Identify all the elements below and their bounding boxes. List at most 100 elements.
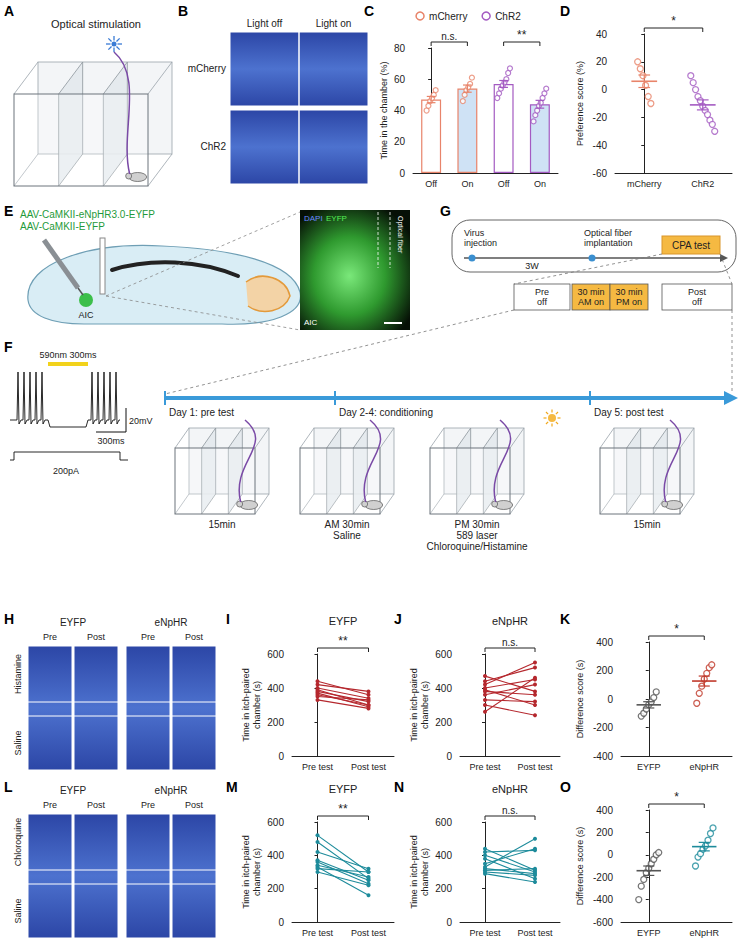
svg-text:Pre: Pre — [535, 287, 549, 297]
svg-text:200pA: 200pA — [53, 466, 79, 476]
svg-text:G: G — [440, 203, 451, 219]
svg-text:EYFP: EYFP — [326, 214, 347, 223]
svg-text:AAV-CaMKII-EYFP: AAV-CaMKII-EYFP — [20, 221, 105, 232]
svg-text:-400: -400 — [593, 894, 613, 905]
svg-text:60: 60 — [394, 74, 406, 85]
svg-text:40: 40 — [596, 29, 608, 40]
svg-text:chamber (s): chamber (s) — [420, 848, 430, 896]
svg-text:eNpHR: eNpHR — [492, 783, 528, 795]
svg-text:3W: 3W — [525, 261, 539, 271]
svg-text:200: 200 — [435, 883, 452, 894]
svg-text:AAV-CaMKII-eNpHR3.0-EYFP: AAV-CaMKII-eNpHR3.0-EYFP — [20, 209, 155, 220]
svg-text:Difference score (s): Difference score (s) — [575, 660, 585, 738]
svg-text:Day 5: post test: Day 5: post test — [594, 407, 664, 418]
svg-text:Optical stimulation: Optical stimulation — [51, 18, 141, 30]
svg-text:AM on: AM on — [578, 297, 604, 307]
svg-text:Post test: Post test — [517, 762, 553, 772]
svg-text:EYFP: EYFP — [60, 785, 86, 796]
svg-text:Day 2-4: conditioning: Day 2-4: conditioning — [339, 407, 433, 418]
svg-text:30 min: 30 min — [577, 287, 604, 297]
svg-text:0: 0 — [446, 917, 452, 928]
svg-text:Time in itch-paired: Time in itch-paired — [409, 668, 419, 742]
svg-text:AIC: AIC — [304, 318, 318, 327]
svg-text:J: J — [394, 611, 402, 627]
svg-text:On: On — [461, 179, 473, 189]
svg-text:0: 0 — [607, 849, 613, 860]
svg-text:Post test: Post test — [351, 762, 387, 772]
svg-text:Light off: Light off — [247, 18, 283, 29]
svg-text:N: N — [394, 779, 404, 795]
svg-text:Post: Post — [87, 632, 106, 642]
svg-text:Histamine: Histamine — [13, 654, 23, 694]
svg-text:Pre test: Pre test — [302, 928, 334, 938]
svg-text:-200: -200 — [593, 722, 613, 733]
svg-text:Saline: Saline — [13, 730, 23, 755]
svg-text:300ms: 300ms — [97, 436, 125, 446]
svg-text:400: 400 — [596, 805, 613, 816]
svg-text:n.s.: n.s. — [502, 637, 518, 648]
svg-text:EYFP: EYFP — [60, 617, 86, 628]
svg-text:20: 20 — [394, 136, 406, 147]
svg-text:off: off — [692, 297, 702, 307]
svg-text:Post: Post — [87, 800, 106, 810]
svg-text:M: M — [226, 779, 238, 795]
svg-text:400: 400 — [267, 850, 284, 861]
svg-text:Day 1: pre test: Day 1: pre test — [169, 407, 234, 418]
svg-text:eNpHR: eNpHR — [689, 928, 719, 938]
svg-text:15min: 15min — [633, 519, 660, 530]
svg-text:400: 400 — [267, 683, 284, 694]
svg-text:C: C — [364, 3, 374, 19]
svg-text:mCherry: mCherry — [627, 179, 662, 189]
svg-text:600: 600 — [267, 817, 284, 828]
svg-text:Post test: Post test — [517, 928, 553, 938]
svg-text:600: 600 — [435, 649, 452, 660]
svg-text:400: 400 — [435, 683, 452, 694]
svg-text:*: * — [674, 790, 679, 804]
svg-text:ChR2: ChR2 — [200, 141, 226, 152]
svg-text:Pre test: Pre test — [469, 762, 501, 772]
svg-text:AM 30min: AM 30min — [324, 519, 369, 530]
svg-text:L: L — [4, 779, 13, 795]
svg-text:Time in itch-paired: Time in itch-paired — [241, 668, 251, 742]
svg-text:0: 0 — [601, 84, 607, 95]
svg-text:implantation: implantation — [584, 238, 633, 248]
svg-text:Post: Post — [185, 800, 204, 810]
svg-text:30 min: 30 min — [615, 287, 642, 297]
svg-text:eNpHR: eNpHR — [155, 785, 188, 796]
svg-text:Post: Post — [185, 632, 204, 642]
svg-text:Pre: Pre — [43, 632, 57, 642]
svg-text:15min: 15min — [208, 519, 235, 530]
svg-text:Difference score (s): Difference score (s) — [575, 827, 585, 905]
svg-text:ChR2: ChR2 — [495, 11, 521, 22]
svg-text:200: 200 — [267, 717, 284, 728]
svg-text:0: 0 — [278, 917, 284, 928]
svg-text:chamber (s): chamber (s) — [252, 848, 262, 896]
svg-text:589 laser: 589 laser — [456, 530, 498, 541]
svg-text:On: On — [534, 179, 546, 189]
svg-text:Virus: Virus — [464, 228, 485, 238]
svg-text:D: D — [560, 3, 570, 19]
svg-text:n.s.: n.s. — [502, 805, 518, 816]
svg-text:**: ** — [517, 28, 527, 42]
svg-text:F: F — [4, 339, 13, 355]
svg-text:Pre: Pre — [141, 632, 155, 642]
svg-text:590nm 300ms: 590nm 300ms — [39, 350, 97, 360]
svg-text:Time in itch-paired: Time in itch-paired — [409, 835, 419, 909]
svg-text:**: ** — [338, 634, 348, 648]
svg-text:Pre: Pre — [141, 800, 155, 810]
svg-text:CPA test: CPA test — [672, 240, 710, 251]
svg-text:Saline: Saline — [13, 898, 23, 923]
svg-text:0: 0 — [278, 751, 284, 762]
svg-text:DAPI: DAPI — [304, 214, 323, 223]
svg-text:mCherry: mCherry — [188, 63, 226, 74]
svg-text:*: * — [671, 14, 676, 28]
svg-text:-40: -40 — [593, 140, 608, 151]
svg-text:eNpHR: eNpHR — [155, 617, 188, 628]
svg-text:20: 20 — [596, 56, 608, 67]
svg-text:A: A — [4, 3, 14, 19]
svg-text:**: ** — [338, 802, 348, 816]
svg-text:Light on: Light on — [316, 18, 352, 29]
svg-text:PM 30min: PM 30min — [454, 519, 499, 530]
svg-text:0: 0 — [399, 168, 405, 179]
svg-text:EYFP: EYFP — [637, 928, 661, 938]
